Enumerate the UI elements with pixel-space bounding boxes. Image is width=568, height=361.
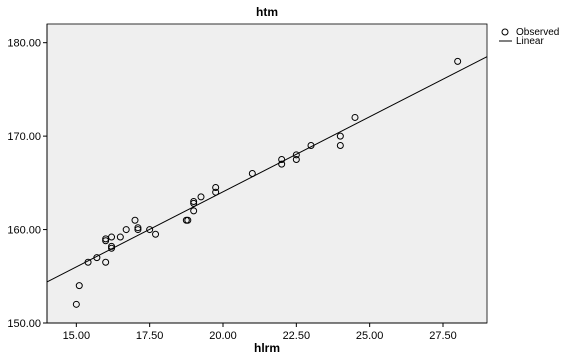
y-tick-label: 150.00	[7, 318, 41, 330]
linear-fit-line	[46, 56, 488, 283]
data-point	[212, 188, 220, 196]
data-point	[454, 57, 462, 65]
legend-linear-label: Linear	[516, 36, 544, 47]
data-point	[307, 141, 315, 149]
data-point	[152, 230, 160, 238]
y-tick-label: 180.00	[7, 38, 41, 50]
x-tick-label: 25.00	[356, 330, 384, 342]
x-tick-label: 20.00	[209, 330, 237, 342]
data-point	[116, 233, 124, 241]
data-point	[102, 237, 110, 245]
observed-points	[72, 57, 462, 308]
x-tick-label: 27.50	[429, 330, 457, 342]
data-point	[336, 132, 344, 140]
data-point	[108, 244, 116, 252]
data-point	[122, 226, 130, 234]
y-tick-label: 170.00	[7, 131, 41, 143]
data-point	[75, 282, 83, 290]
x-axis-ticks: 15.00 17.50 20.00 22.50 25.00 27.50	[63, 323, 457, 342]
data-point	[108, 242, 116, 250]
data-point	[190, 207, 198, 215]
data-point	[93, 254, 101, 262]
data-point	[351, 113, 359, 121]
data-point	[131, 216, 139, 224]
data-point	[278, 160, 286, 168]
data-point	[134, 226, 142, 234]
plot-area	[46, 23, 488, 324]
data-point	[190, 199, 198, 207]
data-point	[84, 258, 92, 266]
data-point	[292, 151, 300, 159]
data-point	[108, 233, 116, 241]
data-point	[184, 216, 192, 224]
data-point	[212, 184, 220, 192]
data-point	[336, 141, 344, 149]
x-tick-label: 22.50	[283, 330, 311, 342]
data-point	[146, 226, 154, 234]
data-point	[190, 198, 198, 206]
x-tick-label: 15.00	[63, 330, 91, 342]
legend-observed-marker	[501, 28, 509, 36]
data-point	[278, 155, 286, 163]
data-point	[102, 258, 110, 266]
data-point	[197, 193, 205, 201]
data-point	[72, 300, 80, 308]
y-tick-label: 160.00	[7, 225, 41, 237]
x-axis-title: hlrm	[254, 341, 280, 355]
data-point	[292, 155, 300, 163]
chart-title: htm	[256, 5, 278, 19]
data-point	[248, 170, 256, 177]
data-point	[134, 224, 142, 232]
y-axis-ticks: 150.00 160.00 170.00 180.00	[7, 38, 47, 330]
x-tick-label: 17.50	[136, 330, 164, 342]
legend-observed-label: Observed	[516, 27, 559, 38]
legend: Observed Linear	[499, 27, 559, 47]
